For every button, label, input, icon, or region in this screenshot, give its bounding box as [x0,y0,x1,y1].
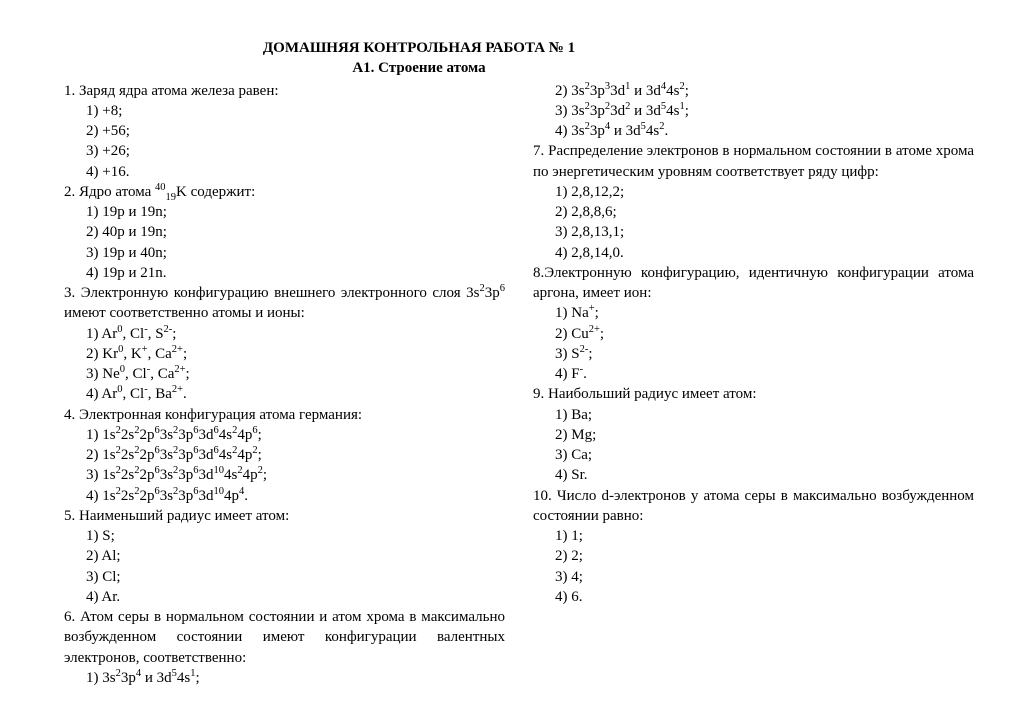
q9-opt3: 3) Ca; [533,445,974,465]
q8-opt1: 1) Na+; [533,303,974,323]
q6-opt1: 1) 3s23p4 и 3d54s1; [64,668,505,688]
question-6: 6. Атом серы в нормальном состоянии и ат… [64,607,505,668]
question-10: 10. Число d-электронов у атома серы в ма… [533,486,974,527]
q2-opt2: 2) 40p и 19n; [64,222,505,242]
q6-opt3: 3) 3s23p23d2 и 3d54s1; [533,101,974,121]
q4-opt1: 1) 1s22s22p63s23p63d64s24p6; [64,425,505,445]
q6-opt4: 4) 3s23p4 и 3d54s2. [533,121,974,141]
q10-opt1: 1) 1; [533,526,974,546]
q9-opt2: 2) Mg; [533,425,974,445]
q2-opt3: 3) 19p и 40n; [64,243,505,263]
q2-opt1: 1) 19p и 19n; [64,202,505,222]
q5-opt2: 2) Al; [64,546,505,566]
q6-opt2: 2) 3s23p33d1 и 3d44s2; [533,81,974,101]
q8-opt3: 3) S2-; [533,344,974,364]
q7-opt1: 1) 2,8,12,2; [533,182,974,202]
q5-opt3: 3) Cl; [64,567,505,587]
q10-opt4: 4) 6. [533,587,974,607]
q9-opt4: 4) Sr. [533,465,974,485]
question-7: 7. Распределение электронов в нормальном… [533,141,974,182]
question-4: 4. Электронная конфигурация атома герман… [64,405,505,425]
question-1: 1. Заряд ядра атома железа равен: [64,81,505,101]
question-8: 8.Электронную конфигурацию, идентичную к… [533,263,974,304]
q1-opt1: 1) +8; [64,101,505,121]
q4-opt4: 4) 1s22s22p63s23p63d104p4. [64,486,505,506]
section-title: А1. Строение атома [0,58,974,78]
q10-opt2: 2) 2; [533,546,974,566]
q3-opt3: 3) Ne0, Cl-, Ca2+; [64,364,505,384]
q5-opt4: 4) Ar. [64,587,505,607]
q4-opt2: 2) 1s22s22p63s23p63d64s24p2; [64,445,505,465]
q10-opt3: 3) 4; [533,567,974,587]
question-3: 3. Электронную конфигурацию внешнего эле… [64,283,505,324]
q8-opt2: 2) Cu2+; [533,324,974,344]
q2-opt4: 4) 19p и 21n. [64,263,505,283]
q7-opt3: 3) 2,8,13,1; [533,222,974,242]
q1-opt4: 4) +16. [64,162,505,182]
q4-opt3: 3) 1s22s22p63s23p63d104s24p2; [64,465,505,485]
main-title: ДОМАШНЯЯ КОНТРОЛЬНАЯ РАБОТА № 1 [0,38,974,58]
q3-opt4: 4) Ar0, Cl-, Ba2+. [64,384,505,404]
q3-opt2: 2) Kr0, K+, Ca2+; [64,344,505,364]
q7-opt2: 2) 2,8,8,6; [533,202,974,222]
q3-opt1: 1) Ar0, Cl-, S2-; [64,324,505,344]
q7-opt4: 4) 2,8,14,0. [533,243,974,263]
question-9: 9. Наибольший радиус имеет атом: [533,384,974,404]
content-columns: 1. Заряд ядра атома железа равен: 1) +8;… [64,81,974,701]
q8-opt4: 4) F-. [533,364,974,384]
q1-opt3: 3) +26; [64,141,505,161]
q9-opt1: 1) Ba; [533,405,974,425]
question-2: 2. Ядро атома 4019K содержит: [64,182,505,202]
question-5: 5. Наименьший радиус имеет атом: [64,506,505,526]
q5-opt1: 1) S; [64,526,505,546]
q1-opt2: 2) +56; [64,121,505,141]
